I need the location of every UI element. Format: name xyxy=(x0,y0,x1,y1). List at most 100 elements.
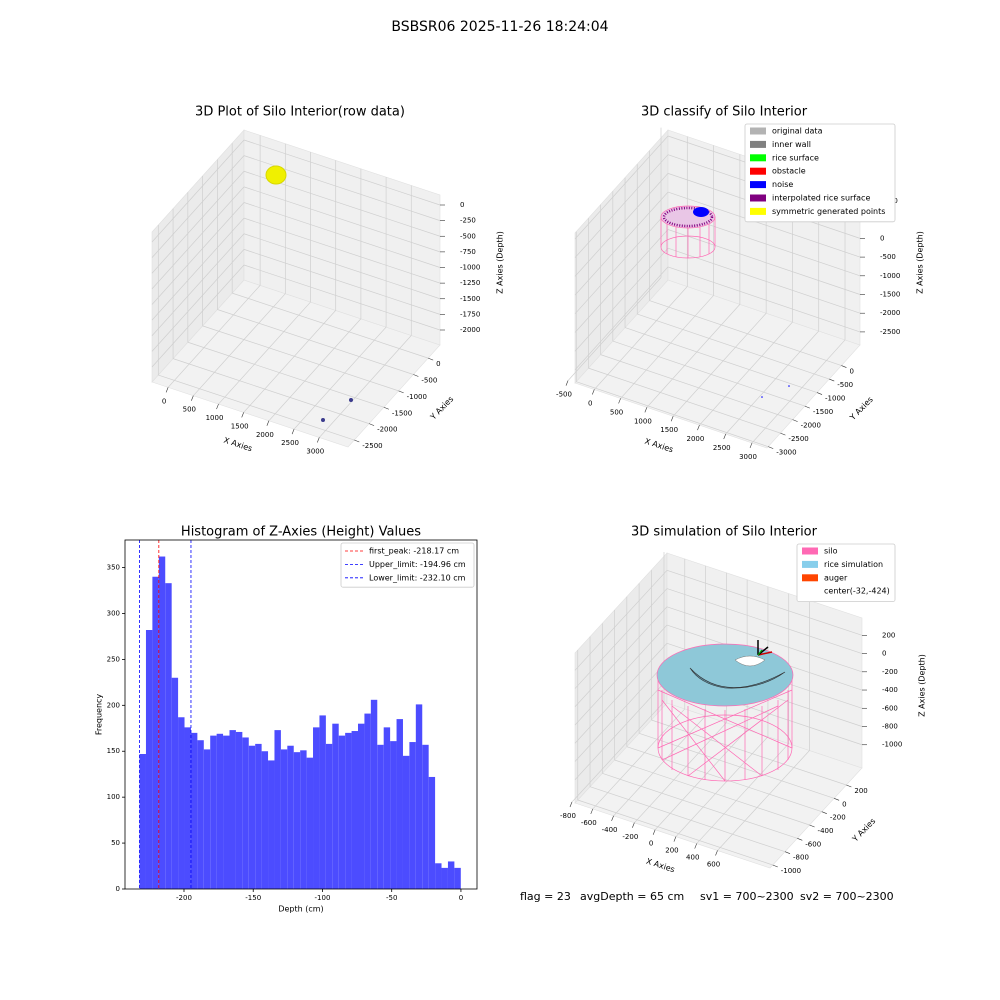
bar xyxy=(261,751,269,889)
grid-line xyxy=(612,340,805,407)
grid-line xyxy=(637,313,830,380)
classified-points xyxy=(660,205,790,398)
tick-mark xyxy=(670,416,674,422)
grid-line xyxy=(574,266,669,371)
grid-line xyxy=(649,300,842,366)
bar xyxy=(242,737,249,889)
z-tick-label: -1000 xyxy=(460,264,480,272)
bar xyxy=(396,719,403,889)
grid-line xyxy=(600,354,793,420)
z-tick-label: 200 xyxy=(882,631,895,639)
grid-line xyxy=(151,155,245,258)
tick-mark xyxy=(317,437,320,443)
y-tick-label: 0 xyxy=(849,368,853,376)
legend-label: rice simulation xyxy=(824,560,883,569)
z-axis-label: Z Axies (Depth) xyxy=(916,231,925,294)
legend-swatch xyxy=(750,154,766,162)
y-tick-label: -2500 xyxy=(362,442,382,450)
bar xyxy=(268,760,275,889)
x-axis-label: X Axies xyxy=(645,857,676,875)
bar xyxy=(293,752,301,889)
grid-line xyxy=(666,606,863,673)
bar xyxy=(441,867,448,889)
y-tick-label: 100 xyxy=(107,793,120,801)
grid-line xyxy=(172,358,370,424)
y-tick-label: -1500 xyxy=(392,409,412,417)
x-tick-label: 1000 xyxy=(206,414,224,422)
subplot-title: Histogram of Z-Axies (Height) Values xyxy=(181,525,421,540)
grid-line xyxy=(158,374,355,441)
legend-swatch xyxy=(802,574,818,582)
grid-line xyxy=(574,154,669,258)
legend-swatch xyxy=(750,181,766,189)
bar xyxy=(300,750,307,889)
bar xyxy=(306,757,314,889)
z-tick-label: -1500 xyxy=(460,295,480,303)
x-axis-label: X Axies xyxy=(644,437,675,455)
x-tick-label: 200 xyxy=(665,847,678,855)
grid-line xyxy=(232,292,429,359)
tick-mark xyxy=(611,815,614,821)
x-tick-label: -500 xyxy=(556,391,572,399)
legend-swatch xyxy=(750,194,766,202)
legend-swatch xyxy=(802,547,818,555)
y-tick-label: -2000 xyxy=(801,422,821,430)
tick-mark xyxy=(632,822,635,828)
grid-line xyxy=(574,191,669,296)
y-tick-label: -500 xyxy=(421,376,437,384)
z-tick-label: -2000 xyxy=(880,309,900,317)
grid-line xyxy=(243,186,441,253)
grid-line xyxy=(666,569,863,636)
z-tick-label: -500 xyxy=(880,253,896,261)
grid-line xyxy=(696,743,789,844)
rice-surface xyxy=(656,643,794,707)
tick-mark xyxy=(592,389,595,395)
z-axis-label: Z Axies (Depth) xyxy=(496,231,505,294)
bar xyxy=(383,727,391,889)
bar xyxy=(415,704,423,889)
grid-line xyxy=(293,326,387,430)
legend-label: interpolated rice surface xyxy=(772,194,870,203)
bar xyxy=(332,723,339,889)
tick-mark xyxy=(804,405,810,409)
grid-line xyxy=(614,759,810,826)
bar xyxy=(190,732,198,889)
grid-line xyxy=(751,339,846,444)
grid-line xyxy=(167,285,261,388)
grid-line xyxy=(574,606,668,708)
y-tick-label: -1000 xyxy=(825,395,845,403)
legend-annotation: center(-32,-424) xyxy=(824,587,890,596)
y-axis-label: Y Axies xyxy=(850,816,877,844)
bar xyxy=(370,699,378,889)
legend-box xyxy=(340,542,475,588)
z-tick-label: -1250 xyxy=(460,279,480,287)
legend-label: Lower_limit: -232.10 cm xyxy=(369,573,466,582)
x-tick-label: 600 xyxy=(707,861,720,869)
grid-line xyxy=(672,312,767,417)
z-axis-label: Z Axies (Depth) xyxy=(918,654,927,717)
tick-mark xyxy=(780,432,786,436)
tick-mark xyxy=(797,838,803,841)
legend-swatch xyxy=(750,127,766,135)
tick-mark xyxy=(241,412,244,418)
x-tick-label: 400 xyxy=(686,854,699,862)
legend-label: noise xyxy=(772,180,793,189)
z-tick-label: -1000 xyxy=(882,741,902,749)
grid-line xyxy=(574,624,668,726)
figure-title: BSBSR06 2025-11-26 18:24:04 xyxy=(391,19,608,35)
point xyxy=(761,396,763,398)
grid-line xyxy=(574,229,669,333)
y-tick-label: 0 xyxy=(436,360,440,368)
legend-swatch xyxy=(802,560,818,568)
bar xyxy=(319,715,326,889)
tick-mark xyxy=(673,836,677,842)
point xyxy=(349,398,353,402)
y-tick-label: 350 xyxy=(107,564,120,572)
status-text: flag = 23 xyxy=(520,890,571,903)
x-tick-label: 2500 xyxy=(713,444,731,452)
interpolated-surface xyxy=(662,206,714,228)
z-tick-label: -800 xyxy=(882,723,898,731)
bar xyxy=(197,740,204,889)
x-tick-label: 1500 xyxy=(231,422,249,430)
